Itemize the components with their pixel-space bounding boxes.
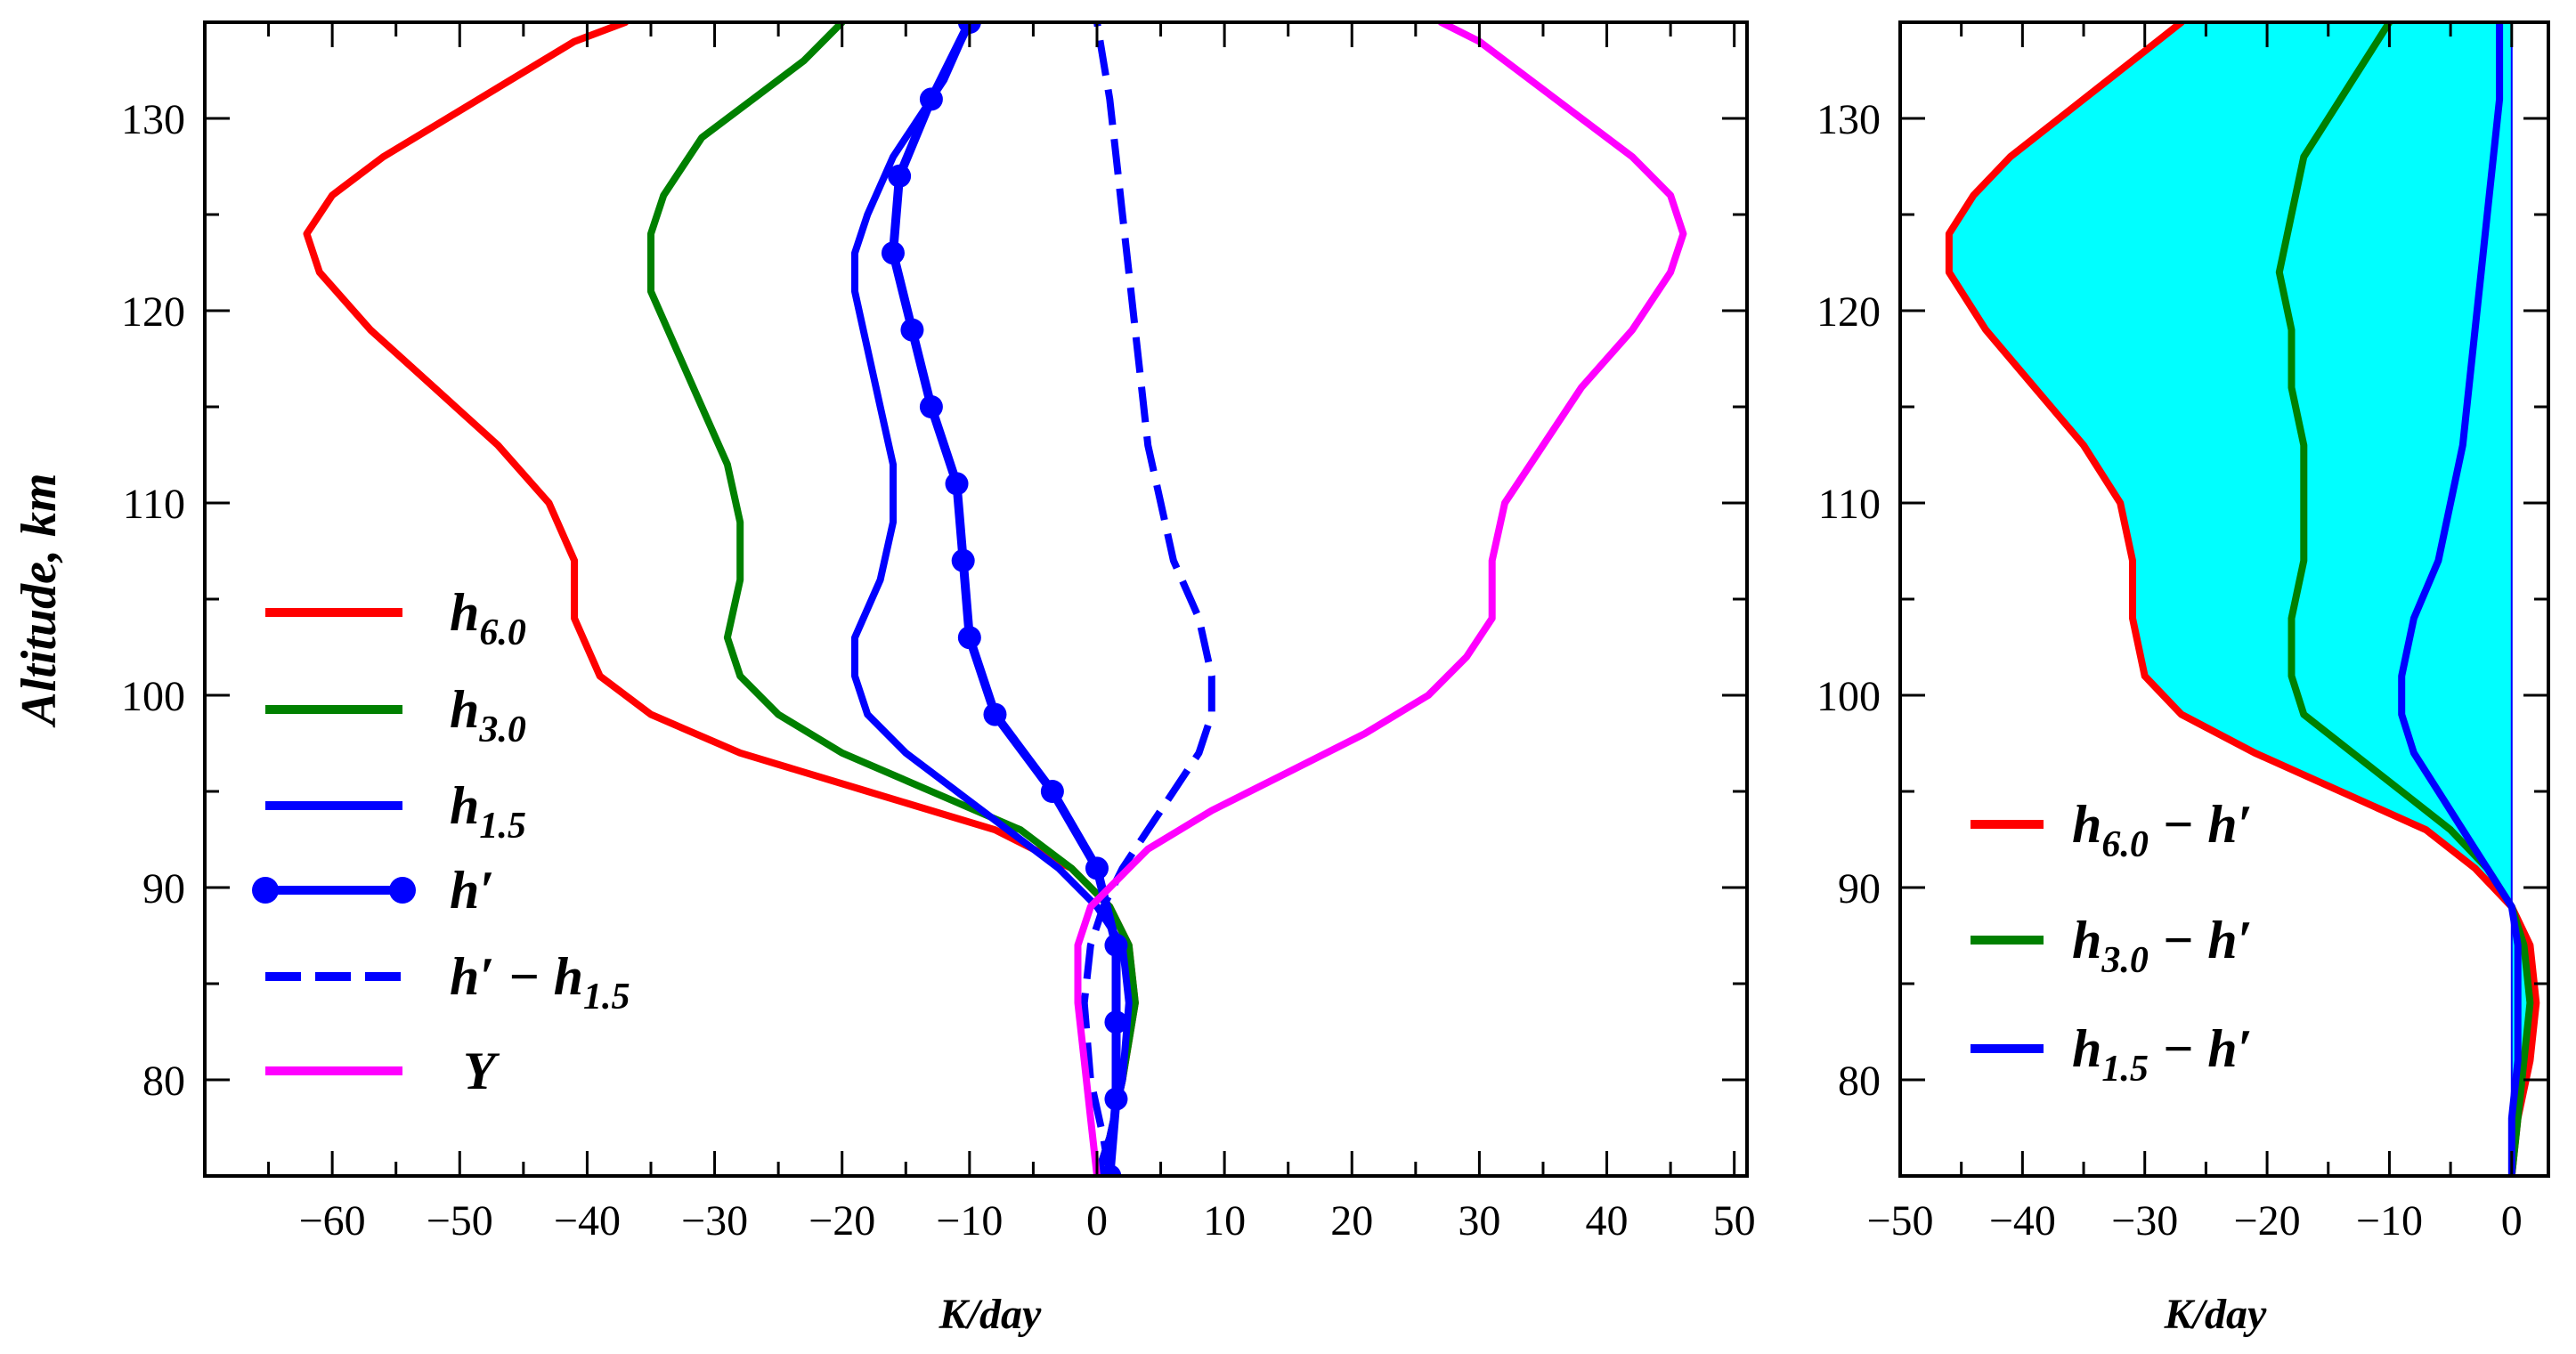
y-tick-label: 80	[142, 1058, 185, 1105]
x-tick-label: −50	[1866, 1197, 1933, 1245]
x-axis-title: K/day	[939, 1291, 1042, 1338]
x-tick-label: −60	[299, 1197, 366, 1245]
left-panel: −60 −50 −40 −30 −20 −10 0 10 20 30 40 50 80 90 100 110 1…	[12, 20, 1756, 1338]
y-tick-label: 90	[1838, 865, 1881, 912]
x-tick-label: −10	[2356, 1197, 2423, 1245]
legend-label-hp: h′	[450, 861, 494, 920]
series-line-hp_minus	[1080, 22, 1215, 1176]
legend-marker-hp	[389, 877, 416, 904]
y-tick-label: 130	[121, 96, 185, 143]
y-tick-label: 90	[142, 865, 185, 912]
series-marker-hp-8	[951, 548, 975, 572]
legend-label-Y: Y	[463, 1042, 500, 1100]
series-marker-hp-4	[1085, 856, 1109, 880]
x-tick-label: −40	[554, 1197, 621, 1245]
legend-marker-hp	[252, 877, 279, 904]
x-tick-label: −40	[1989, 1197, 2056, 1245]
legend: h6.0 − h′ h3.0 − h′ h1.5 − h′	[1971, 795, 2252, 1090]
y-tick-label: 130	[1816, 96, 1881, 143]
x-tick-label: 40	[1586, 1197, 1629, 1245]
series-line-Y	[1074, 22, 1687, 1176]
x-axis-title: K/day	[2164, 1291, 2267, 1338]
x-tick-label: −10	[936, 1197, 1003, 1245]
x-tick-label: −50	[427, 1197, 493, 1245]
legend-label-h3: h3.0	[450, 680, 526, 750]
series-line-h6	[303, 22, 1139, 1176]
legend-label-d15: h1.5 − h′	[2072, 1019, 2252, 1090]
series-line-d15	[2398, 22, 2522, 1176]
x-tick-label: −30	[681, 1197, 748, 1245]
legend-label-h15: h1.5	[450, 776, 526, 847]
x-tick-label: 0	[1086, 1197, 1108, 1245]
series-marker-hp-3	[1104, 933, 1128, 957]
shaded-area	[1948, 22, 2537, 1176]
series-marker-hp-14	[919, 87, 943, 111]
series-marker-hp-5	[1040, 780, 1064, 803]
y-tick-label: 100	[1816, 673, 1881, 720]
series-marker-hp-6	[983, 702, 1007, 726]
series-marker-hp-10	[919, 395, 943, 418]
legend-label-d3: h3.0 − h′	[2072, 911, 2252, 981]
y-tick-label: 120	[121, 288, 185, 336]
x-tick-label: −20	[809, 1197, 875, 1245]
series-marker-hp-2	[1104, 1010, 1128, 1034]
legend-label-hp_minus: h′ − h1.5	[450, 947, 630, 1018]
x-tick-label: 0	[2501, 1197, 2523, 1245]
series-marker-hp-12	[881, 241, 905, 265]
right-panel: −50 −40 −30 −20 −10 0 80 90 100 110 120 130 K/day h6.…	[1816, 20, 2550, 1338]
x-tick-label: 20	[1330, 1197, 1373, 1245]
x-tick-label: −30	[2111, 1197, 2178, 1245]
series-marker-hp-7	[957, 626, 981, 650]
series-marker-hp-13	[888, 164, 912, 188]
y-tick-label: 120	[1816, 288, 1881, 336]
series-line-d6	[1945, 22, 2540, 1176]
legend-label-h6: h6.0	[450, 583, 526, 653]
legend: h6.0 h3.0 h1.5 h′ h′ − h1.5 Y	[252, 583, 630, 1100]
series-marker-hp-1	[1104, 1087, 1128, 1111]
x-tick-label: −20	[2234, 1197, 2301, 1245]
y-axis-title: Altitude, km	[12, 473, 67, 727]
plot-area	[303, 22, 1687, 1176]
plot-frame	[203, 20, 1749, 1178]
y-tick-label: 100	[121, 673, 185, 720]
y-tick-label: 110	[1818, 481, 1881, 528]
x-tick-label: 10	[1203, 1197, 1246, 1245]
x-tick-label: 50	[1713, 1197, 1756, 1245]
y-tick-label: 110	[123, 481, 185, 528]
series-line-hp	[889, 22, 1121, 1176]
plot-area	[1945, 22, 2540, 1176]
legend-label-d6: h6.0 − h′	[2072, 795, 2252, 865]
y-tick-label: 80	[1838, 1058, 1881, 1105]
x-tick-label: 30	[1458, 1197, 1500, 1245]
series-marker-hp-11	[900, 318, 924, 342]
series-marker-hp-9	[945, 472, 969, 496]
series-line-d3	[2275, 22, 2534, 1176]
series-line-h3	[647, 22, 1139, 1176]
